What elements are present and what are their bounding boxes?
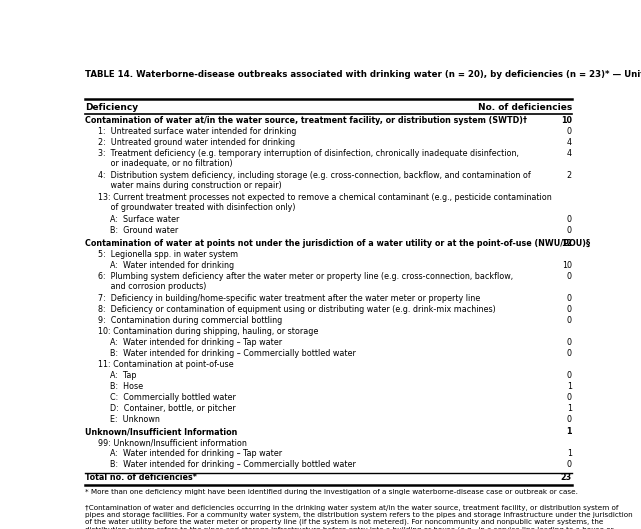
Text: 99: Unknown/Insufficient information: 99: Unknown/Insufficient information bbox=[97, 438, 246, 447]
Text: 0: 0 bbox=[567, 294, 572, 303]
Text: 5:  Legionella spp. in water system: 5: Legionella spp. in water system bbox=[97, 250, 238, 259]
Text: 4: 4 bbox=[567, 138, 572, 147]
Text: 1: 1 bbox=[567, 381, 572, 390]
Text: 6:  Plumbing system deficiency after the water meter or property line (e.g. cros: 6: Plumbing system deficiency after the … bbox=[97, 271, 513, 291]
Text: TABLE 14. Waterborne-disease outbreaks associated with drinking water (n = 20), : TABLE 14. Waterborne-disease outbreaks a… bbox=[85, 70, 641, 79]
Text: 11: Contamination at point-of-use: 11: Contamination at point-of-use bbox=[97, 360, 233, 369]
Text: 0: 0 bbox=[567, 305, 572, 314]
Text: 10: Contamination during shipping, hauling, or storage: 10: Contamination during shipping, hauli… bbox=[97, 326, 318, 335]
Text: A:  Water intended for drinking – Tap water: A: Water intended for drinking – Tap wat… bbox=[110, 449, 282, 458]
Text: A:  Tap: A: Tap bbox=[110, 371, 137, 380]
Text: 0: 0 bbox=[567, 338, 572, 346]
Text: 0: 0 bbox=[567, 415, 572, 424]
Text: 0: 0 bbox=[567, 349, 572, 358]
Text: 0: 0 bbox=[567, 215, 572, 224]
Text: 3:  Treatment deficiency (e.g. temporary interruption of disinfection, chronical: 3: Treatment deficiency (e.g. temporary … bbox=[97, 149, 519, 168]
Text: Total no. of deficiencies*: Total no. of deficiencies* bbox=[85, 473, 197, 482]
Text: 4: 4 bbox=[567, 149, 572, 158]
Text: Deficiency: Deficiency bbox=[85, 103, 138, 112]
Text: 10: 10 bbox=[561, 116, 572, 125]
Text: 9:  Contamination during commercial bottling: 9: Contamination during commercial bottl… bbox=[97, 316, 282, 325]
Text: B:  Water intended for drinking – Commercially bottled water: B: Water intended for drinking – Commerc… bbox=[110, 460, 356, 469]
Text: A:  Water intended for drinking – Tap water: A: Water intended for drinking – Tap wat… bbox=[110, 338, 282, 346]
Text: 0: 0 bbox=[567, 271, 572, 280]
Text: 0: 0 bbox=[567, 316, 572, 325]
Text: 0: 0 bbox=[567, 226, 572, 235]
Text: B:  Ground water: B: Ground water bbox=[110, 226, 178, 235]
Text: D:  Container, bottle, or pitcher: D: Container, bottle, or pitcher bbox=[110, 404, 236, 413]
Text: 7:  Deficiency in building/home-specific water treatment after the water meter o: 7: Deficiency in building/home-specific … bbox=[97, 294, 479, 303]
Text: A:  Water intended for drinking: A: Water intended for drinking bbox=[110, 261, 234, 270]
Text: Unknown/Insufficient Information: Unknown/Insufficient Information bbox=[85, 427, 237, 436]
Text: 4:  Distribution system deficiency, including storage (e.g. cross-connection, ba: 4: Distribution system deficiency, inclu… bbox=[97, 171, 530, 190]
Text: 12: 12 bbox=[561, 239, 572, 248]
Text: †Contamination of water and deficiencies occurring in the drinking water system : †Contamination of water and deficiencies… bbox=[85, 505, 633, 529]
Text: 13: Current treatment processes not expected to remove a chemical contaminant (e: 13: Current treatment processes not expe… bbox=[97, 193, 551, 213]
Text: * More than one deficiency might have been identified during the investigation o: * More than one deficiency might have be… bbox=[85, 489, 578, 495]
Text: No. of deficiencies: No. of deficiencies bbox=[478, 103, 572, 112]
Text: 8:  Deficiency or contamination of equipment using or distributing water (e.g. d: 8: Deficiency or contamination of equipm… bbox=[97, 305, 495, 314]
Text: 23: 23 bbox=[561, 473, 572, 482]
Text: 2:  Untreated ground water intended for drinking: 2: Untreated ground water intended for d… bbox=[97, 138, 295, 147]
Text: 0: 0 bbox=[567, 127, 572, 136]
Text: 1: 1 bbox=[567, 449, 572, 458]
Text: C:  Commercially bottled water: C: Commercially bottled water bbox=[110, 393, 236, 402]
Text: B:  Water intended for drinking – Commercially bottled water: B: Water intended for drinking – Commerc… bbox=[110, 349, 356, 358]
Text: 0: 0 bbox=[567, 371, 572, 380]
Text: B:  Hose: B: Hose bbox=[110, 381, 143, 390]
Text: E:  Unknown: E: Unknown bbox=[110, 415, 160, 424]
Text: A:  Surface water: A: Surface water bbox=[110, 215, 179, 224]
Text: Contamination of water at/in the water source, treatment facility, or distributi: Contamination of water at/in the water s… bbox=[85, 116, 527, 125]
Text: Contamination of water at points not under the jurisdiction of a water utility o: Contamination of water at points not und… bbox=[85, 239, 590, 248]
Text: 0: 0 bbox=[567, 393, 572, 402]
Text: 1: 1 bbox=[567, 404, 572, 413]
Text: 2: 2 bbox=[567, 171, 572, 180]
Text: 1: 1 bbox=[567, 427, 572, 436]
Text: 0: 0 bbox=[567, 460, 572, 469]
Text: 10: 10 bbox=[562, 261, 572, 270]
Text: 1:  Untreated surface water intended for drinking: 1: Untreated surface water intended for … bbox=[97, 127, 296, 136]
